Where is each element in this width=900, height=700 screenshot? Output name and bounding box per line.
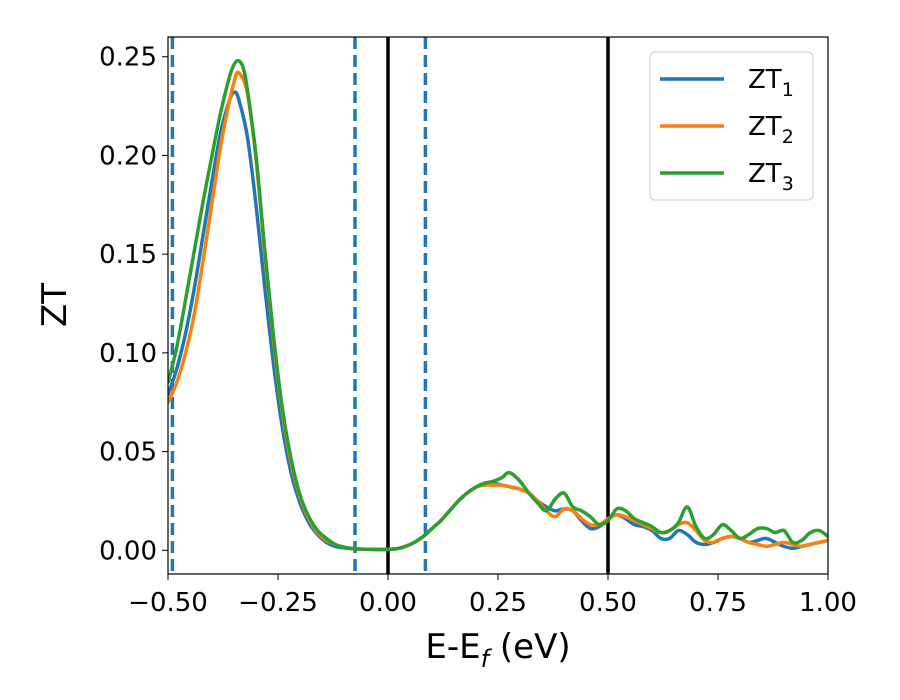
- y-tick-label-3: 0.15: [99, 240, 157, 270]
- y-axis-label: ZT: [35, 283, 75, 327]
- legend-label-2: ZT2: [748, 112, 794, 148]
- legend: ZT1 ZT2 ZT3: [649, 51, 814, 201]
- x-axis-label-unit: (eV): [489, 627, 571, 667]
- x-tick-label-6: 1.00: [799, 588, 857, 618]
- reference-lines: [170, 37, 610, 574]
- x-tick-label-0: −0.50: [128, 588, 208, 618]
- y-tick-label-2: 0.10: [99, 339, 157, 369]
- series-line-ZT-3: [168, 58, 828, 552]
- y-axis-ticks: 0.00 0.05 0.10 0.15 0.20 0.25: [99, 43, 168, 566]
- y-tick-label-1: 0.05: [99, 438, 157, 468]
- x-tick-label-2: 0.00: [359, 588, 417, 618]
- x-tick-label-5: 0.75: [689, 588, 747, 618]
- x-axis-label: E-Ef (eV): [425, 627, 570, 673]
- legend-box: [649, 51, 814, 201]
- x-axis-ticks: −0.50 −0.25 0.00 0.25 0.50 0.75 1.00: [128, 574, 857, 618]
- y-tick-label-4: 0.20: [99, 141, 157, 171]
- legend-label-3: ZT3: [748, 159, 794, 195]
- x-tick-label-1: −0.25: [238, 588, 318, 618]
- legend-label-1: ZT1: [748, 65, 794, 101]
- x-tick-label-3: 0.25: [469, 588, 527, 618]
- y-tick-label-5: 0.25: [99, 43, 157, 73]
- y-tick-label-0: 0.00: [99, 536, 157, 566]
- series-lines: [168, 58, 828, 552]
- x-tick-label-4: 0.50: [579, 588, 637, 618]
